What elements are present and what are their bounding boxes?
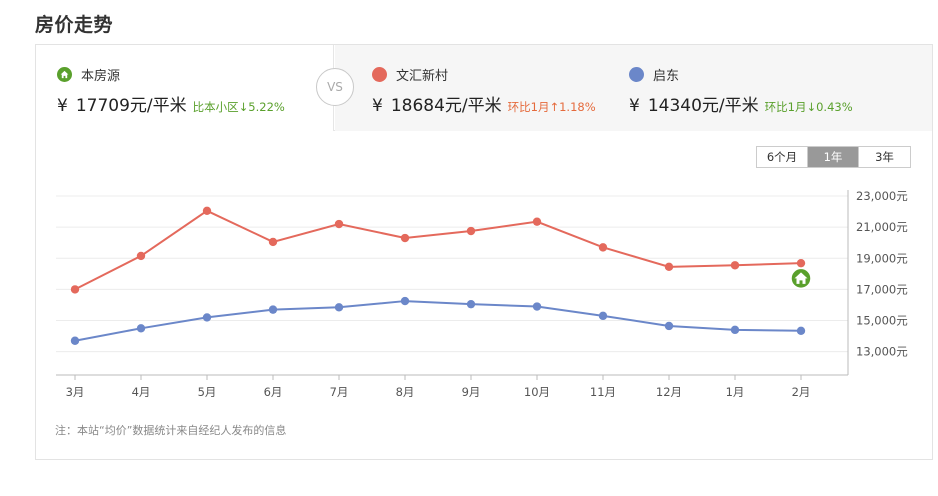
comparison-section: 文汇新村 ¥18684元/平米 环比1月↑1.18% 启东 ¥14340元/平米环… — [335, 45, 932, 131]
x-tick-label: 2月 — [792, 385, 811, 399]
data-point — [664, 321, 674, 331]
yen-symbol: ¥ — [372, 96, 383, 116]
data-point — [598, 243, 608, 252]
data-point — [400, 233, 410, 243]
data-point — [532, 217, 542, 226]
this-property-price: 17709元/平米 — [75, 96, 187, 116]
data-point — [730, 261, 740, 270]
this-property-label: 本房源 — [81, 68, 121, 84]
yen-symbol: ¥ — [57, 96, 68, 116]
community-change-note: 环比1月↑1.18% — [507, 100, 596, 114]
community-item: 文汇新村 ¥18684元/平米 环比1月↑1.18% — [372, 65, 596, 116]
vs-badge: VS — [316, 68, 354, 106]
data-point — [202, 313, 212, 322]
x-tick-label: 10月 — [524, 385, 550, 399]
price-trend-panel: 本房源 ¥17709元/平米 比本小区↓5.22% VS 文汇新村 ¥18684元… — [35, 44, 933, 460]
data-point — [400, 296, 410, 306]
y-tick-label: 17,000元 — [856, 282, 908, 296]
data-point — [136, 251, 146, 261]
data-point — [70, 285, 80, 294]
community-label: 文汇新村 — [396, 68, 449, 84]
page-title: 房价走势 — [35, 14, 114, 36]
data-point — [796, 258, 806, 268]
tab-3-years[interactable]: 3年 — [859, 147, 910, 167]
x-tick-label: 9月 — [462, 385, 481, 399]
community-legend-dot — [372, 66, 387, 82]
x-tick-label: 5月 — [198, 385, 217, 399]
data-point — [202, 206, 212, 215]
x-tick-label: 7月 — [330, 385, 349, 399]
district-label: 启东 — [653, 68, 680, 84]
district-change-note: 环比1月↓0.43% — [764, 100, 853, 114]
district-item: 启东 ¥14340元/平米 环比1月↓0.43% — [629, 65, 853, 116]
y-tick-label: 23,000元 — [856, 189, 908, 203]
x-tick-label: 1月 — [726, 385, 745, 399]
x-tick-label: 6月 — [264, 385, 283, 399]
community-price: 18684元/平米 — [390, 96, 502, 116]
data-point — [730, 325, 740, 335]
tab-6-months[interactable]: 6个月 — [757, 147, 808, 167]
x-tick-label: 11月 — [590, 385, 616, 399]
data-point — [334, 219, 344, 229]
home-icon — [790, 267, 812, 290]
data-point — [136, 324, 146, 333]
series-line-1 — [74, 300, 802, 342]
data-point — [598, 311, 608, 321]
time-range-tabs: 6个月 1年 3年 — [756, 146, 911, 168]
data-point — [334, 303, 344, 312]
x-tick-label: 12月 — [656, 385, 682, 399]
x-tick-label: 4月 — [132, 385, 151, 399]
this-property-section: 本房源 ¥17709元/平米 比本小区↓5.22% — [36, 45, 334, 131]
yen-symbol: ¥ — [629, 96, 640, 116]
data-point — [796, 326, 806, 335]
series-line-0 — [74, 209, 802, 291]
data-point — [466, 299, 476, 309]
data-point — [664, 262, 674, 272]
data-point — [532, 302, 542, 311]
data-point — [268, 237, 278, 247]
this-property-change-note: 比本小区↓5.22% — [192, 100, 285, 114]
district-legend-dot — [629, 66, 644, 82]
y-tick-label: 19,000元 — [856, 251, 908, 265]
data-source-footnote: 注：本站“均价”数据统计来自经纪人发布的信息 — [55, 424, 287, 437]
y-tick-label: 21,000元 — [856, 220, 908, 234]
price-trend-chart: 13,000元 15,000元 17,000元 19,000元 21,000元 23,00… — [56, 189, 908, 399]
district-price: 14340元/平米 — [647, 96, 759, 116]
data-point — [70, 336, 80, 345]
x-tick-label: 8月 — [396, 385, 415, 399]
x-tick-label: 3月 — [66, 385, 85, 399]
tab-1-year[interactable]: 1年 — [808, 147, 859, 167]
y-tick-label: 15,000元 — [856, 314, 908, 328]
data-point — [466, 226, 476, 236]
price-compare-bar: 本房源 ¥17709元/平米 比本小区↓5.22% VS 文汇新村 ¥18684元… — [36, 45, 932, 131]
house-shape — [794, 272, 808, 284]
home-icon — [57, 66, 72, 82]
this-property-item: 本房源 ¥17709元/平米 比本小区↓5.22% — [57, 65, 285, 116]
data-point — [268, 305, 278, 314]
y-tick-label: 13,000元 — [856, 345, 908, 359]
